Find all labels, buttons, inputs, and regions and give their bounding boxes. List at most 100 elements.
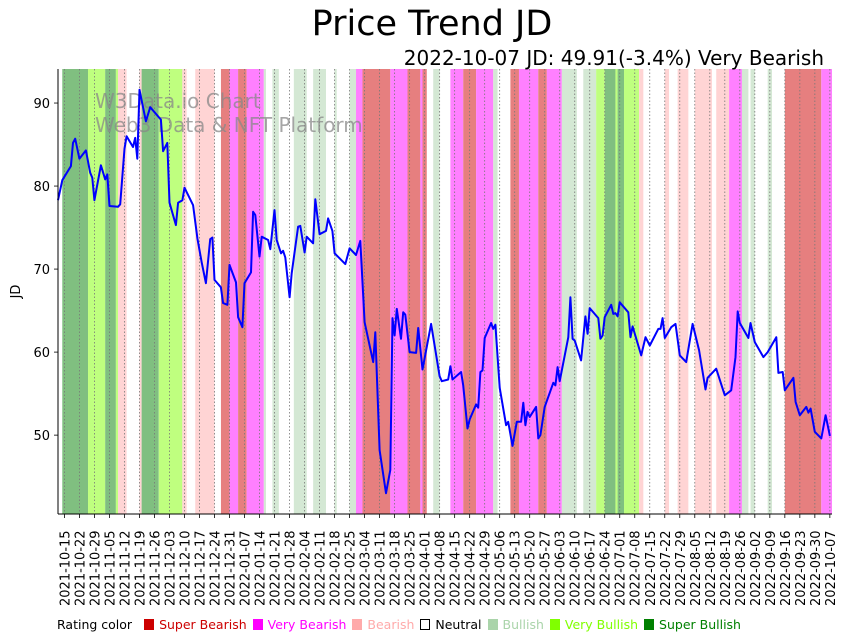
legend-item: Neutral [420, 617, 482, 632]
band-bearish [139, 69, 142, 514]
x-tick-label: 2021-10-29 [88, 530, 103, 606]
band-very-bearish [390, 69, 408, 514]
legend-item: Super Bullish [644, 617, 741, 632]
band-super-bearish [784, 69, 822, 514]
x-tick-label: 2021-12-24 [209, 530, 224, 606]
band-super-bearish [407, 69, 421, 514]
band-bearish [118, 69, 127, 514]
x-tick-label: 2022-04-29 [479, 530, 494, 606]
band-very-bearish [821, 69, 832, 514]
x-tick-label: 2022-03-18 [389, 530, 404, 606]
band-very-bearish [356, 69, 363, 514]
band-bearish [677, 69, 689, 514]
x-tick-label: 2021-12-10 [178, 530, 193, 606]
legend-swatch [487, 619, 498, 630]
price-line [57, 88, 831, 495]
band-bullish [741, 69, 749, 514]
band-super-bearish [362, 69, 391, 514]
x-tick-label: 2022-07-08 [629, 530, 644, 606]
band-very-bearish [546, 69, 562, 514]
x-tick-label: 2022-03-04 [359, 530, 374, 606]
x-tick-label: 2022-08-05 [689, 530, 704, 606]
x-tick-label: 2022-09-02 [749, 530, 764, 606]
x-tick-label: 2022-01-28 [284, 530, 299, 606]
band-very-bearish [518, 69, 539, 514]
x-tick-label: 2022-03-11 [374, 530, 389, 606]
band-super-bearish [463, 69, 477, 514]
x-tick-label: 2022-05-06 [494, 530, 509, 606]
band-bullish [583, 69, 597, 514]
legend-title: Rating color [57, 617, 133, 632]
band-bullish [433, 69, 440, 514]
legend: Rating color Super Bearish Very Bearish Be… [57, 617, 747, 632]
x-tick-label: 2022-06-10 [569, 530, 584, 606]
band-very-bullish [615, 69, 618, 514]
legend-swatch [420, 619, 431, 630]
band-bullish [493, 69, 498, 514]
y-tick-label: 80 [33, 180, 50, 195]
axes: 2021-10-15 2021-10-22 2021-10-29 2021-11-05… [9, 69, 839, 606]
x-tick-label: 2021-11-12 [118, 530, 133, 606]
x-tick-label: 2022-08-26 [734, 530, 749, 606]
x-tick-label: 2022-06-17 [584, 530, 599, 606]
band-bullish [561, 69, 577, 514]
x-tick-label: 2021-10-15 [58, 530, 73, 606]
x-tick-label: 2022-01-07 [239, 530, 254, 606]
legend-label: Neutral [435, 617, 482, 632]
band-bearish [195, 69, 215, 514]
band-bullish [263, 69, 266, 514]
x-tick-label: 2022-04-01 [419, 530, 434, 606]
legend-label: Bullish [502, 617, 544, 632]
x-tick-label: 2021-12-17 [194, 530, 209, 606]
band-super-bullish [62, 69, 89, 514]
band-bullish [349, 69, 357, 514]
legend-swatch [644, 619, 655, 630]
legend-label: Very Bearish [267, 617, 347, 632]
grid-lines [64, 69, 831, 514]
band-bullish [293, 69, 307, 514]
x-tick-label: 2022-09-30 [809, 530, 824, 606]
band-very-bearish [729, 69, 742, 514]
band-super-bearish [422, 69, 427, 514]
watermark-line: Web3 Data & NFT Platform [95, 113, 363, 137]
legend-label: Super Bearish [159, 617, 247, 632]
legend-item: Bearish [352, 617, 414, 632]
band-bullish [334, 69, 337, 514]
x-tick-label: 2022-02-18 [329, 530, 344, 606]
x-tick-label: 2022-01-21 [269, 530, 284, 606]
legend-label: Bearish [367, 617, 415, 632]
x-tick-label: 2022-01-14 [254, 530, 269, 606]
x-tick-label: 2021-12-31 [224, 530, 239, 606]
x-tick-label: 2022-04-22 [464, 530, 479, 606]
legend-item: Bullish [487, 617, 544, 632]
x-tick-label: 2022-06-03 [554, 530, 569, 606]
chart-title: Price Trend JD [311, 4, 553, 44]
x-tick-label: 2022-09-09 [764, 530, 779, 606]
x-tick-label: 2022-02-11 [314, 530, 329, 606]
y-tick-label: 50 [33, 429, 50, 444]
legend-swatch [549, 619, 560, 630]
x-tick-label: 2022-05-27 [539, 530, 554, 606]
band-very-bullish [115, 69, 119, 514]
y-axis-label: JD [9, 285, 24, 300]
legend-label: Very Bullish [564, 617, 639, 632]
band-super-bullish [617, 69, 625, 514]
band-very-bearish [420, 69, 423, 514]
x-tick-label: 2022-07-01 [614, 530, 629, 606]
band-bullish [767, 69, 772, 514]
y-tick-label: 70 [33, 263, 50, 278]
x-tick-label: 2021-12-03 [163, 530, 178, 606]
x-tick-label: 2022-06-24 [599, 530, 614, 606]
legend-label: Super Bullish [659, 617, 741, 632]
x-tick-label: 2021-11-05 [103, 530, 118, 606]
band-super-bearish [510, 69, 519, 514]
band-super-bullish [105, 69, 116, 514]
x-tick-label: 2022-05-20 [524, 530, 539, 606]
x-tick-label: 2022-05-13 [509, 530, 524, 606]
legend-item: Very Bullish [549, 617, 639, 632]
band-very-bearish [450, 69, 464, 514]
y-tick-label: 90 [33, 97, 50, 112]
band-super-bullish [604, 69, 616, 514]
x-tick-label: 2022-02-04 [299, 530, 314, 606]
